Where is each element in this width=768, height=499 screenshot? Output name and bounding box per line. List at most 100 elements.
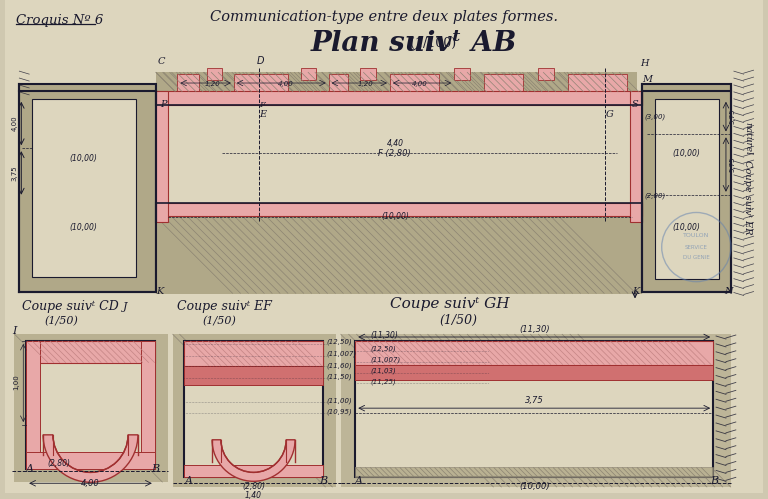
Text: N: N: [724, 286, 733, 295]
Text: 4,40: 4,40: [386, 139, 403, 148]
Text: 4,00: 4,00: [278, 81, 294, 87]
Bar: [184, 341, 323, 478]
Bar: [340, 334, 731, 487]
Bar: [356, 468, 713, 478]
Bar: [26, 341, 154, 363]
Bar: [207, 68, 222, 80]
Text: E: E: [260, 110, 266, 119]
Text: A: A: [184, 476, 192, 486]
Bar: [484, 74, 523, 92]
Text: (11,00): (11,00): [326, 397, 353, 404]
Text: 1,40: 1,40: [245, 491, 262, 499]
Bar: [156, 91, 642, 105]
Text: (1/50): (1/50): [202, 316, 236, 326]
Bar: [538, 68, 554, 80]
Text: (2,80): (2,80): [48, 460, 71, 469]
Text: (3,00): (3,00): [645, 114, 666, 120]
Bar: [655, 99, 719, 279]
Text: (11,03): (11,03): [370, 368, 396, 374]
Text: S: S: [632, 100, 639, 109]
Bar: [156, 72, 637, 110]
Text: 5,75: 5,75: [730, 156, 736, 172]
Text: 5,75: 5,75: [730, 109, 736, 124]
Bar: [173, 334, 336, 487]
Bar: [642, 84, 731, 291]
Text: (2,00): (2,00): [645, 193, 666, 199]
Bar: [360, 68, 376, 80]
Text: Coupe suivᵗ CD: Coupe suivᵗ CD: [22, 300, 119, 313]
Text: 1,20: 1,20: [357, 81, 373, 87]
Text: B: B: [319, 476, 327, 486]
Bar: [233, 74, 288, 92]
Text: I: I: [12, 326, 17, 336]
Text: D: D: [257, 56, 264, 66]
Text: SERVICE: SERVICE: [685, 245, 708, 250]
Text: K: K: [156, 286, 163, 295]
Wedge shape: [43, 435, 138, 482]
Bar: [454, 68, 470, 80]
Text: 3,75: 3,75: [12, 165, 18, 181]
Text: DU GENIE: DU GENIE: [683, 255, 710, 260]
Text: A: A: [356, 476, 363, 486]
Text: (11,007): (11,007): [370, 357, 400, 363]
Bar: [26, 452, 154, 470]
Text: F (2,80): F (2,80): [379, 149, 411, 158]
Text: 4,00: 4,00: [412, 81, 428, 87]
Text: A: A: [26, 465, 35, 475]
Text: 3,75: 3,75: [525, 396, 544, 405]
Text: (10,00): (10,00): [381, 213, 409, 222]
Bar: [156, 203, 642, 217]
Text: 4,00: 4,00: [12, 116, 18, 131]
Text: H: H: [640, 59, 648, 68]
Bar: [184, 466, 323, 478]
Bar: [19, 84, 156, 291]
Bar: [156, 105, 642, 203]
Text: (11,007): (11,007): [326, 351, 357, 357]
Bar: [356, 341, 713, 365]
Text: (1/50): (1/50): [44, 316, 78, 326]
Text: G: G: [605, 110, 613, 119]
Bar: [390, 74, 439, 92]
Text: (11,30): (11,30): [370, 331, 398, 340]
Text: (12,50): (12,50): [370, 346, 396, 352]
Bar: [568, 74, 627, 92]
Bar: [356, 341, 713, 478]
Text: naturel: naturel: [743, 122, 752, 155]
Text: 1,20: 1,20: [204, 81, 220, 87]
Bar: [630, 91, 642, 223]
Text: Communication-type entre deux plates formes.: Communication-type entre deux plates for…: [210, 10, 558, 24]
Text: B: B: [710, 476, 718, 486]
Bar: [26, 341, 40, 470]
Bar: [356, 365, 713, 380]
Text: 4,00: 4,00: [81, 479, 100, 488]
Bar: [32, 99, 136, 277]
Bar: [184, 341, 323, 366]
Text: (11,25): (11,25): [370, 378, 396, 385]
Text: (11,60): (11,60): [326, 363, 353, 369]
Bar: [184, 366, 323, 385]
Text: (10,00): (10,00): [673, 149, 700, 158]
Text: (1/50): (1/50): [439, 314, 478, 327]
Text: Coupe suivᵗ EF: Coupe suivᵗ EF: [177, 300, 273, 313]
Bar: [156, 217, 642, 293]
Text: M: M: [642, 75, 652, 84]
Bar: [301, 68, 316, 80]
Text: Coupe suivᵗ ER: Coupe suivᵗ ER: [743, 160, 752, 235]
Wedge shape: [212, 440, 295, 482]
Text: C: C: [157, 57, 165, 66]
Bar: [26, 341, 154, 470]
Text: (1/100): (1/100): [409, 36, 456, 49]
Text: J: J: [123, 302, 127, 312]
Text: (11,30): (11,30): [519, 325, 550, 334]
Text: K: K: [632, 286, 639, 295]
Text: (10,00): (10,00): [519, 482, 550, 491]
Text: (10,95): (10,95): [326, 408, 353, 415]
Text: (12,50): (12,50): [326, 339, 353, 345]
Bar: [329, 74, 349, 92]
Text: TOULON: TOULON: [683, 233, 710, 238]
Text: Coupe suivᵗ GH: Coupe suivᵗ GH: [390, 297, 509, 311]
Bar: [15, 334, 167, 482]
Bar: [156, 91, 167, 223]
Bar: [141, 341, 154, 470]
Text: (10,00): (10,00): [673, 223, 700, 232]
